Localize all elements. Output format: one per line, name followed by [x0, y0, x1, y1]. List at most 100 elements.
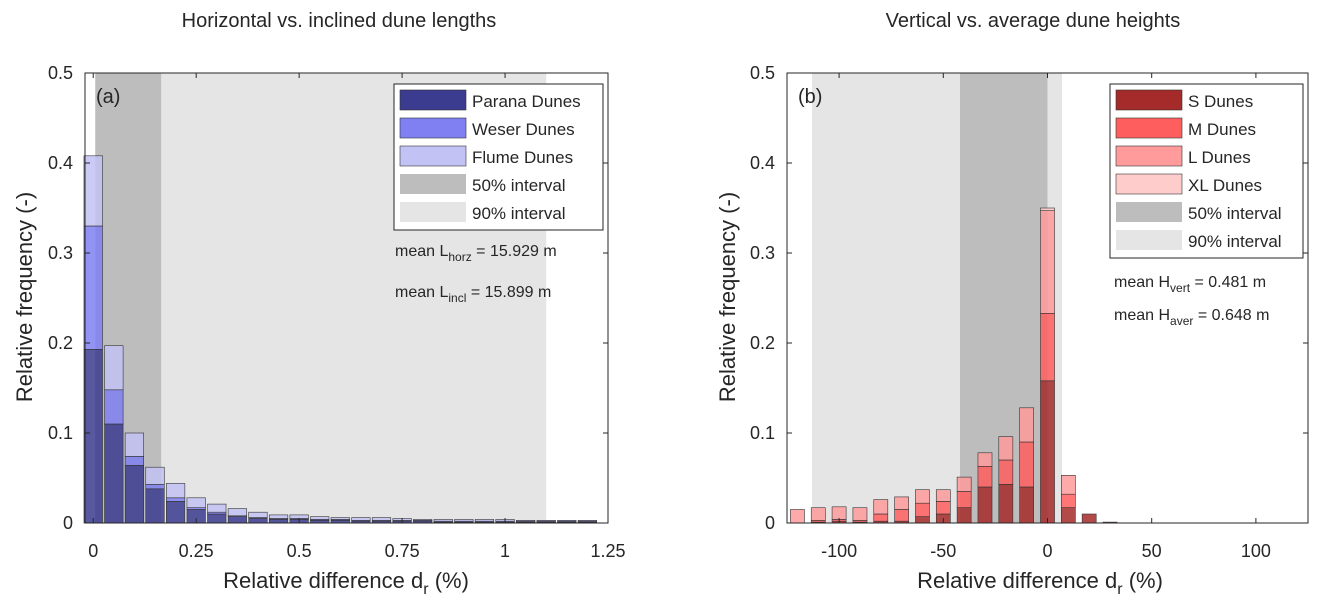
x-tick-label: 1: [500, 541, 510, 561]
legend-swatch: [1115, 89, 1183, 111]
annotation-mean-1: mean Lhorz = 15.929 m: [395, 243, 557, 264]
bar-flume-dunes: [207, 503, 227, 513]
bar-parana-dunes: [207, 513, 227, 524]
legend-label: Flume Dunes: [472, 148, 573, 167]
panel-a: Horizontal vs. inclined dune lengths 0 0.…: [12, 10, 626, 598]
y-tick-label: 0.4: [750, 153, 775, 173]
y-tick-label: 0.3: [48, 243, 73, 263]
bar-parana-dunes: [227, 516, 247, 524]
x-tick-label: 0: [88, 541, 98, 561]
bar-l-dunes: [956, 476, 972, 492]
legend-swatch: [400, 174, 466, 194]
x-tick-label: 0.5: [287, 541, 312, 561]
y-tick-label: 0.4: [48, 153, 73, 173]
bar-l-dunes: [1061, 474, 1076, 495]
bar-flume-dunes: [330, 517, 350, 520]
bar-weser-dunes: [166, 497, 186, 502]
bar-m-dunes: [998, 459, 1014, 485]
bar-l-dunes: [1040, 210, 1055, 314]
bar-parana-dunes: [83, 348, 103, 524]
legend-label: L Dunes: [1188, 148, 1251, 167]
panel-label: (b): [798, 86, 822, 108]
plot-frame: [84, 72, 609, 524]
bar-flume-dunes: [268, 514, 289, 519]
bar-s-dunes: [1081, 513, 1097, 524]
bar-l-dunes: [852, 507, 868, 521]
bar-xl-dunes: [1040, 207, 1055, 212]
bar-l-dunes: [1019, 407, 1034, 443]
legend-swatch: [399, 145, 467, 167]
y-tick-label: 0.2: [750, 333, 775, 353]
y-tick-label: 0.2: [48, 333, 73, 353]
legend-label: 50% interval: [472, 176, 566, 195]
bar-l-dunes: [894, 496, 909, 510]
bar-m-dunes: [894, 509, 909, 522]
bar-flume-dunes: [577, 519, 597, 522]
legend-label: Weser Dunes: [472, 120, 575, 139]
bar-s-dunes: [1040, 380, 1055, 524]
x-tick-label: -50: [930, 541, 956, 561]
bar-l-dunes: [998, 436, 1014, 461]
legend-swatch: [1115, 117, 1183, 139]
bar-m-dunes: [1040, 312, 1055, 382]
bar-m-dunes: [935, 501, 951, 515]
y-tick-label: 0: [63, 513, 73, 533]
bar-flume-dunes: [310, 516, 330, 520]
bar-s-dunes: [956, 507, 972, 524]
bar-parana-dunes: [124, 465, 144, 524]
bar-flume-dunes: [474, 519, 495, 522]
bar-l-dunes: [915, 489, 930, 504]
bar-s-dunes: [1061, 507, 1076, 524]
bar-l-dunes: [790, 509, 805, 524]
bar-m-dunes: [956, 491, 972, 509]
bar-flume-dunes: [227, 508, 247, 517]
bar-parana-dunes: [248, 518, 268, 524]
bar-flume-dunes: [351, 517, 371, 521]
bar-l-dunes: [935, 489, 951, 502]
bar-s-dunes: [998, 483, 1014, 524]
y-tick-label: 0.3: [750, 243, 775, 263]
legend-label: S Dunes: [1188, 92, 1253, 111]
axes: 0 0.1 0.2 0.3 0.4 0.5 -100 -50 0 50 100: [750, 63, 1309, 561]
bar-flume-dunes: [557, 519, 577, 522]
bar-parana-dunes: [268, 519, 289, 524]
bar-flume-dunes: [104, 345, 124, 391]
bar-flume-dunes: [124, 432, 144, 457]
bar-flume-dunes: [454, 519, 474, 522]
bar-s-dunes: [977, 486, 993, 524]
y-tick-label: 0.5: [750, 63, 775, 83]
bars: [83, 155, 597, 524]
x-tick-label: 0: [1042, 541, 1052, 561]
bar-m-dunes: [1061, 493, 1076, 509]
y-tick-label: 0.1: [750, 423, 775, 443]
bar-weser-dunes: [124, 456, 144, 466]
bar-s-dunes: [1019, 486, 1034, 524]
x-tick-label: 50: [1142, 541, 1162, 561]
legend-label: XL Dunes: [1188, 176, 1262, 195]
legend-swatch: [1116, 202, 1182, 222]
bar-flume-dunes: [433, 519, 453, 522]
bar-m-dunes: [1019, 441, 1034, 488]
bar-parana-dunes: [145, 488, 165, 524]
legend-swatch: [1116, 230, 1182, 250]
y-axis-label: Relative frequency (-): [12, 192, 37, 402]
bar-l-dunes: [873, 499, 889, 515]
bar-l-dunes: [810, 507, 826, 521]
bar-weser-dunes: [83, 225, 103, 350]
y-axis-label: Relative frequency (-): [715, 192, 740, 402]
x-tick-label: -100: [821, 541, 857, 561]
legend-label: 50% interval: [1188, 204, 1282, 223]
bar-flume-dunes: [166, 483, 186, 499]
legend-box: [1109, 83, 1304, 259]
y-tick-label: 0.5: [48, 63, 73, 83]
bars: [790, 207, 1118, 524]
legend: Parana Dunes Weser Dunes Flume Dunes 50% in…: [393, 83, 604, 231]
panel-label: (a): [96, 86, 120, 108]
x-tick-label: 0.25: [179, 541, 214, 561]
legend-label: 90% interval: [472, 204, 566, 223]
x-axis-label: Relative difference dr (%): [917, 568, 1163, 598]
legend-label: M Dunes: [1188, 120, 1256, 139]
bar-weser-dunes: [145, 483, 165, 490]
chart-title: Vertical vs. average dune heights: [886, 10, 1181, 32]
